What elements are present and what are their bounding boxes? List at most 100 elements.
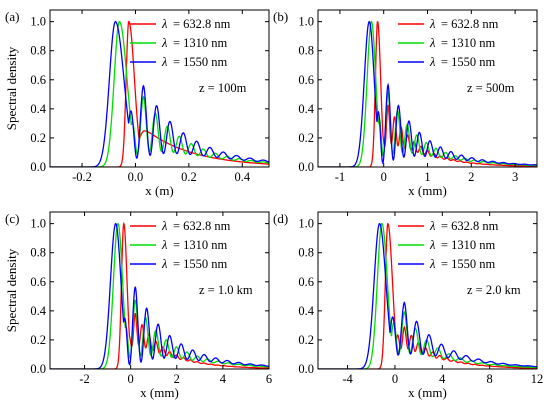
legend-lambda-symbol: λ xyxy=(429,238,436,252)
chart-panel-3: 0.0 0.2 0.4 0.6 0.8 1.0 -2 0 2 4 6 x (mm) Spectral d… xyxy=(4,211,272,400)
x-tick-label: 0.2 xyxy=(181,170,197,184)
y-tick-label: 0.2 xyxy=(30,131,46,145)
legend-lambda-symbol: λ xyxy=(161,17,168,31)
x-tick-label: -1 xyxy=(335,170,345,184)
panel-label: (b) xyxy=(273,9,288,24)
legend-lambda-symbol: λ xyxy=(161,36,168,50)
y-tick-label: 0.6 xyxy=(298,275,314,289)
x-tick-label: 2 xyxy=(468,170,474,184)
y-tick-label: 0.2 xyxy=(30,333,46,347)
legend-entry-label: = 1310 nm xyxy=(173,238,228,252)
panel-label: (a) xyxy=(5,9,19,24)
distance-annotation: z = 1.0 km xyxy=(199,283,253,297)
x-tick-label: 3 xyxy=(512,170,518,184)
x-tick-label: 0 xyxy=(392,372,398,386)
distance-annotation: z = 500m xyxy=(467,81,515,95)
legend: λ = 632.8 nm λ = 1310 nm λ = 1550 nm xyxy=(398,219,499,271)
y-tick-label: 0.4 xyxy=(298,102,314,116)
x-axis-label: x (mm) xyxy=(140,385,179,400)
series-line-1 xyxy=(318,222,537,369)
x-tick-label: -0.2 xyxy=(72,170,92,184)
legend-lambda-symbol: λ xyxy=(161,219,168,233)
y-axis-label: Spectral density xyxy=(4,46,19,130)
y-tick-label: 0.4 xyxy=(30,304,46,318)
legend-lambda-symbol: λ xyxy=(429,36,436,50)
legend-lambda-symbol: λ xyxy=(429,219,436,233)
legend-lambda-symbol: λ xyxy=(429,17,436,31)
legend-entry-label: = 1550 nm xyxy=(441,55,496,69)
y-tick-label: 0.6 xyxy=(298,73,314,87)
y-tick-label: 1.0 xyxy=(298,15,314,29)
legend-lambda-symbol: λ xyxy=(429,55,436,69)
x-axis-label: x (m) xyxy=(145,183,174,198)
y-tick-label: 0.2 xyxy=(298,131,314,145)
series-line-3 xyxy=(50,20,269,167)
x-tick-label: 4 xyxy=(439,372,446,386)
y-tick-label: 0.8 xyxy=(298,246,314,260)
y-tick-label: 0.2 xyxy=(298,333,314,347)
distance-annotation: z = 2.0 km xyxy=(467,283,521,297)
y-tick-label: 0.6 xyxy=(30,73,46,87)
x-axis-label: x (mm) xyxy=(408,183,447,198)
chart-panel-2: 0.0 0.2 0.4 0.6 0.8 1.0 -1 0 1 2 3 x (mm) (b) λ = 632.… xyxy=(273,9,538,198)
series-line-2 xyxy=(318,222,537,369)
x-tick-label: 12 xyxy=(531,372,544,386)
y-tick-label: 0.6 xyxy=(30,275,46,289)
y-tick-label: 0.4 xyxy=(30,102,46,116)
y-tick-label: 0.0 xyxy=(298,362,314,376)
x-tick-label: 0.0 xyxy=(128,170,144,184)
x-tick-label: 0.4 xyxy=(234,170,250,184)
series-line-3 xyxy=(318,20,537,167)
legend-entry-label: = 1310 nm xyxy=(173,36,228,50)
x-axis-label: x (mm) xyxy=(408,385,447,400)
x-tick-label: 4 xyxy=(220,372,227,386)
chart-panel-1: 0.0 0.2 0.4 0.6 0.8 1.0 -0.2 0.0 0.2 0.4 x (m) Spec… xyxy=(4,9,270,198)
x-tick-label: 1 xyxy=(424,170,430,184)
y-tick-label: 0.0 xyxy=(30,362,46,376)
legend-lambda-symbol: λ xyxy=(429,257,436,271)
y-tick-label: 1.0 xyxy=(298,217,314,231)
legend: λ = 632.8 nm λ = 1310 nm λ = 1550 nm xyxy=(398,17,499,69)
y-axis-label: Spectral density xyxy=(4,248,19,332)
legend-entry-label: = 1310 nm xyxy=(441,238,496,252)
y-tick-label: 0.0 xyxy=(298,160,314,174)
x-tick-label: 6 xyxy=(266,372,272,386)
legend-entry-label: = 1310 nm xyxy=(441,36,496,50)
plot-frame xyxy=(317,211,538,370)
legend-entry-label: = 1550 nm xyxy=(441,257,496,271)
y-tick-label: 0.8 xyxy=(30,44,46,58)
legend: λ = 632.8 nm λ = 1310 nm λ = 1550 nm xyxy=(130,17,231,69)
x-tick-label: 0 xyxy=(128,372,134,386)
legend-entry-label: = 632.8 nm xyxy=(441,219,499,233)
panel-label: (c) xyxy=(5,211,19,226)
series-line-2 xyxy=(50,20,269,167)
legend-entry-label: = 632.8 nm xyxy=(173,219,231,233)
x-tick-label: -4 xyxy=(342,372,353,386)
x-tick-label: 0 xyxy=(381,170,387,184)
y-tick-label: 1.0 xyxy=(30,15,46,29)
legend-entry-label: = 1550 nm xyxy=(173,257,228,271)
x-tick-label: 2 xyxy=(174,372,180,386)
legend-entry-label: = 632.8 nm xyxy=(173,17,231,31)
legend-entry-label: = 1550 nm xyxy=(173,55,228,69)
series-line-3 xyxy=(318,222,537,369)
series-line-3 xyxy=(50,222,269,369)
x-tick-label: -2 xyxy=(79,372,89,386)
y-tick-label: 0.4 xyxy=(298,304,314,318)
legend-lambda-symbol: λ xyxy=(161,238,168,252)
legend-lambda-symbol: λ xyxy=(161,55,168,69)
chart-panel-4: 0.0 0.2 0.4 0.6 0.8 1.0 -4 0 4 8 12 x (mm) (d) λ = 632… xyxy=(273,211,543,400)
panel-label: (d) xyxy=(273,211,288,226)
x-tick-label: 8 xyxy=(487,372,493,386)
y-tick-label: 1.0 xyxy=(30,217,46,231)
y-tick-label: 0.0 xyxy=(30,160,46,174)
legend: λ = 632.8 nm λ = 1310 nm λ = 1550 nm xyxy=(130,219,231,271)
plot-frame xyxy=(49,211,270,370)
legend-entry-label: = 632.8 nm xyxy=(441,17,499,31)
y-tick-label: 0.8 xyxy=(30,246,46,260)
y-tick-label: 0.8 xyxy=(298,44,314,58)
plot-frame xyxy=(49,9,270,168)
distance-annotation: z = 100m xyxy=(199,81,247,95)
